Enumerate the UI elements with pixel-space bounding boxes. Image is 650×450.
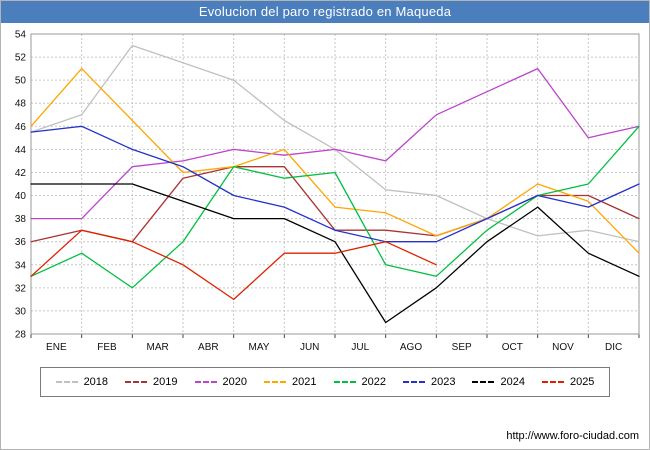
svg-text:54: 54 (15, 30, 27, 41)
legend-label-2020: 2020 (222, 376, 248, 388)
legend-label-2018: 2018 (83, 376, 109, 388)
legend-swatch-2022 (333, 381, 356, 383)
legend-item-2025: 2025 (541, 376, 595, 388)
legend-label-2024: 2024 (500, 376, 525, 388)
svg-text:ENE: ENE (46, 342, 67, 353)
y-axis-labels: 28 30 32 34 36 38 40 42 44 46 48 50 52 54 (15, 30, 27, 341)
svg-text:AGO: AGO (400, 342, 422, 353)
svg-text:30: 30 (15, 306, 27, 317)
svg-text:SEP: SEP (452, 342, 472, 353)
series-line-2023 (30, 125, 640, 243)
x-axis-ticks (30, 334, 640, 338)
svg-text:28: 28 (15, 330, 27, 341)
svg-text:42: 42 (15, 168, 27, 179)
legend-swatch-2018 (55, 381, 78, 383)
x-grid (81, 34, 589, 334)
legend-swatch-2020 (194, 381, 217, 383)
svg-text:DIC: DIC (605, 342, 622, 353)
legend-swatch-2024 (472, 381, 495, 383)
svg-text:JUL: JUL (351, 342, 369, 353)
svg-text:36: 36 (15, 237, 27, 248)
x-axis-labels: ENE FEB MAR ABR MAY JUN JUL AGO SEP OCT NOV DIC (46, 342, 622, 353)
legend-swatch-2019 (125, 381, 148, 383)
legend-item-2020: 2020 (194, 376, 248, 388)
legend-item-2019: 2019 (125, 376, 178, 388)
series-line-2025 (30, 229, 437, 301)
svg-text:40: 40 (15, 191, 27, 202)
legend-swatch-2025 (541, 381, 564, 383)
legend-label-2025: 2025 (569, 376, 595, 388)
svg-text:34: 34 (15, 260, 27, 271)
svg-text:38: 38 (15, 214, 27, 225)
legend-wrap: 2018 2019 2020 2021 2022 2023 2024 2025 (1, 367, 649, 397)
svg-text:ABR: ABR (198, 342, 219, 353)
svg-text:NOV: NOV (552, 342, 574, 353)
svg-text:52: 52 (15, 53, 27, 64)
svg-text:32: 32 (15, 283, 27, 294)
svg-text:MAR: MAR (147, 342, 169, 353)
legend-label-2021: 2021 (292, 376, 317, 388)
legend-item-2022: 2022 (333, 376, 386, 388)
legend-item-2023: 2023 (402, 376, 456, 388)
legend-swatch-2021 (264, 381, 287, 383)
svg-text:46: 46 (15, 122, 27, 133)
svg-text:JUN: JUN (300, 342, 319, 353)
series-line-2024 (30, 183, 640, 324)
svg-text:44: 44 (15, 145, 27, 156)
chart-legend: 2018 2019 2020 2021 2022 2023 2024 2025 (39, 367, 611, 397)
legend-label-2019: 2019 (153, 376, 178, 388)
svg-text:OCT: OCT (502, 342, 523, 353)
line-chart: 28 30 32 34 36 38 40 42 44 46 48 50 52 54 ENE FEB MAR ABR… (15, 30, 640, 353)
svg-text:48: 48 (15, 99, 27, 110)
svg-text:50: 50 (15, 76, 27, 87)
legend-item-2018: 2018 (55, 376, 109, 388)
series-line-2020 (30, 67, 640, 220)
legend-label-2023: 2023 (430, 376, 456, 388)
chart-title: Evolucion del paro registrado en Maqueda (198, 4, 452, 19)
series-line-2021 (30, 67, 640, 254)
chart-title-bar: Evolucion del paro registrado en Maqueda (1, 1, 649, 23)
legend-label-2022: 2022 (361, 376, 386, 388)
svg-text:MAY: MAY (249, 342, 270, 353)
svg-text:FEB: FEB (97, 342, 117, 353)
legend-item-2021: 2021 (264, 376, 317, 388)
footer: http://www.foro-ciudad.com (506, 430, 639, 442)
footer-url: http://www.foro-ciudad.com (506, 430, 639, 442)
legend-swatch-2023 (402, 381, 425, 383)
legend-item-2024: 2024 (472, 376, 525, 388)
